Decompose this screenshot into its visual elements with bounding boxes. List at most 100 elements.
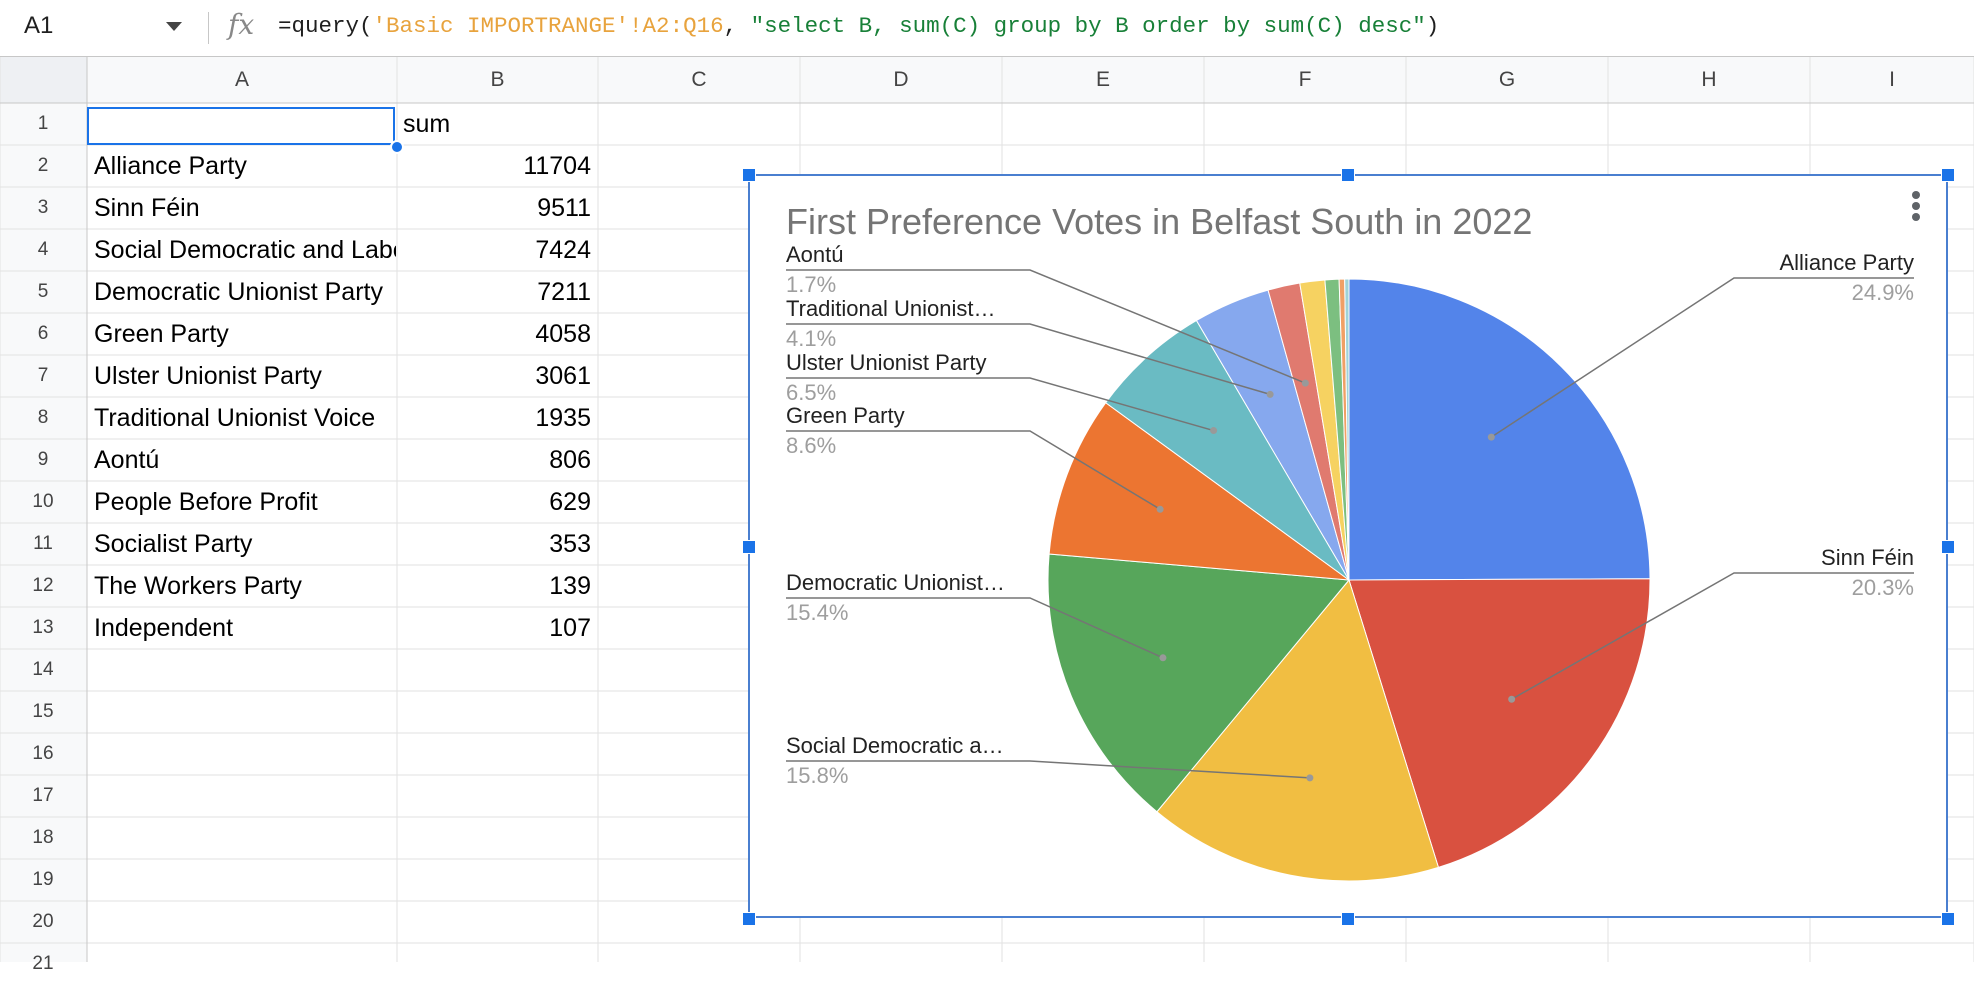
cell-vote-sum[interactable]: 629	[549, 488, 591, 516]
cell-vote-sum[interactable]: 7424	[535, 236, 591, 264]
cell-party-name[interactable]: Alliance Party	[94, 152, 247, 180]
formula-token: =query(	[278, 13, 373, 39]
label-leader-line	[786, 269, 1306, 384]
column-header-G[interactable]: G	[1498, 68, 1516, 91]
label-leader-line	[786, 760, 1310, 779]
cell-party-name[interactable]: Aontú	[94, 446, 160, 474]
cell-B1[interactable]: sum	[403, 110, 451, 138]
pie-slice[interactable]	[1156, 578, 1440, 882]
fill-handle[interactable]	[390, 140, 404, 154]
resize-handle[interactable]	[1341, 168, 1355, 182]
pie-slice[interactable]	[1348, 578, 1651, 869]
formula-input[interactable]: =query('Basic IMPORTRANGE'!A2:Q16, "sele…	[278, 13, 1439, 39]
row-header-18[interactable]: 18	[32, 827, 54, 848]
more-vert-icon[interactable]	[1910, 191, 1922, 227]
column-header-D[interactable]: D	[893, 68, 909, 91]
resize-handle[interactable]	[742, 912, 756, 926]
pie-chart[interactable]: First Preference Votes in Belfast South …	[748, 174, 1948, 918]
label-anchor-dot	[1306, 774, 1314, 782]
cell-party-name[interactable]: The Workers Party	[94, 572, 302, 600]
label-anchor-dot	[1487, 433, 1495, 441]
cell-party-name[interactable]: Traditional Unionist Voice	[94, 404, 376, 432]
column-header-F[interactable]: F	[1298, 68, 1312, 91]
name-box[interactable]: A1	[24, 12, 54, 39]
column-header-C[interactable]: C	[691, 68, 707, 91]
row-header-15[interactable]: 15	[32, 701, 54, 722]
cell-vote-sum[interactable]: 3061	[535, 362, 591, 390]
cell-party-name[interactable]: Sinn Féin	[94, 194, 200, 222]
row-header-9[interactable]: 9	[37, 449, 49, 470]
resize-handle[interactable]	[742, 168, 756, 182]
row-header-8[interactable]: 8	[37, 407, 49, 428]
row-header-6[interactable]: 6	[37, 323, 49, 344]
cell-party-name[interactable]: Green Party	[94, 320, 229, 348]
slice-label-percent: 4.1%	[786, 326, 836, 351]
row-header-10[interactable]: 10	[32, 491, 54, 512]
row-header-16[interactable]: 16	[32, 743, 54, 764]
cell-vote-sum[interactable]: 11704	[523, 152, 591, 180]
row-header-5[interactable]: 5	[37, 281, 49, 302]
slice-label-name: Green Party	[786, 403, 905, 428]
cell-vote-sum[interactable]: 7211	[537, 278, 591, 306]
row-header-21[interactable]: 21	[32, 953, 54, 974]
label-anchor-dot	[1301, 379, 1309, 387]
resize-handle[interactable]	[1941, 912, 1955, 926]
row-header-19[interactable]: 19	[32, 869, 54, 890]
cell-vote-sum[interactable]: 4058	[535, 320, 591, 348]
resize-handle[interactable]	[742, 540, 756, 554]
cell-vote-sum[interactable]: 1935	[535, 404, 591, 432]
pie-slice[interactable]	[1048, 402, 1351, 581]
cell-party-name[interactable]: People Before Profit	[94, 488, 318, 516]
row-header-20[interactable]: 20	[32, 911, 54, 932]
cell-party-name[interactable]: Social Democratic and Labour Party	[94, 236, 396, 264]
formula-token: 'Basic IMPORTRANGE'!A2:Q16	[372, 13, 724, 39]
cell-party-name[interactable]: Ulster Unionist Party	[94, 362, 322, 390]
cell-vote-sum[interactable]: 107	[549, 614, 591, 642]
cell-vote-sum[interactable]: 353	[549, 530, 591, 558]
pie-slice[interactable]	[1344, 278, 1350, 581]
column-header-E[interactable]: E	[1095, 68, 1110, 91]
formula-token: )	[1425, 13, 1440, 39]
row-header-4[interactable]: 4	[37, 239, 49, 260]
label-leader-line	[1490, 277, 1914, 438]
row-header-12[interactable]: 12	[32, 575, 54, 596]
column-header-I[interactable]: I	[1889, 68, 1895, 91]
column-header-B[interactable]: B	[490, 68, 505, 91]
name-box-dropdown-icon[interactable]	[166, 22, 182, 31]
cell-party-name[interactable]: Socialist Party	[94, 530, 253, 558]
pie-slice[interactable]	[1047, 553, 1350, 813]
column-header-A[interactable]: A	[234, 68, 249, 91]
column-header-H[interactable]: H	[1701, 68, 1717, 91]
cell-party-name[interactable]: Democratic Unionist Party	[94, 278, 383, 306]
cell-vote-sum[interactable]: 9511	[537, 194, 591, 222]
slice-label-name: Traditional Unionist…	[786, 296, 996, 321]
cell-vote-sum[interactable]: 806	[549, 446, 591, 474]
formula-bar: A1 fx =query('Basic IMPORTRANGE'!A2:Q16,…	[0, 0, 1974, 57]
row-header-2[interactable]: 2	[37, 155, 49, 176]
row-header-13[interactable]: 13	[32, 617, 54, 638]
row-header-11[interactable]: 11	[33, 533, 53, 554]
row-header-14[interactable]: 14	[32, 659, 54, 680]
selected-cell-outline	[87, 107, 395, 145]
label-anchor-dot	[1156, 505, 1164, 513]
chart-title: First Preference Votes in Belfast South …	[786, 201, 1532, 242]
label-leader-line	[786, 323, 1271, 396]
resize-handle[interactable]	[1341, 912, 1355, 926]
slice-label-name: Ulster Unionist Party	[786, 350, 987, 375]
slice-label-name: Sinn Féin	[1821, 545, 1914, 570]
cell-vote-sum[interactable]: 139	[549, 572, 591, 600]
label-leader-line	[786, 597, 1164, 659]
slice-label-name: Social Democratic a…	[786, 733, 1004, 758]
row-header-7[interactable]: 7	[37, 365, 49, 386]
resize-handle[interactable]	[1941, 540, 1955, 554]
row-header-1[interactable]: 1	[37, 113, 49, 134]
slice-label-name: Aontú	[786, 242, 844, 267]
cell-party-name[interactable]: Independent	[94, 614, 234, 642]
row-header-3[interactable]: 3	[37, 197, 49, 218]
slice-label-percent: 8.6%	[786, 433, 836, 458]
label-anchor-dot	[1210, 427, 1218, 435]
slice-label-percent: 1.7%	[786, 272, 836, 297]
resize-handle[interactable]	[1941, 168, 1955, 182]
pie-slice[interactable]	[1348, 278, 1651, 581]
row-header-17[interactable]: 17	[32, 785, 54, 806]
